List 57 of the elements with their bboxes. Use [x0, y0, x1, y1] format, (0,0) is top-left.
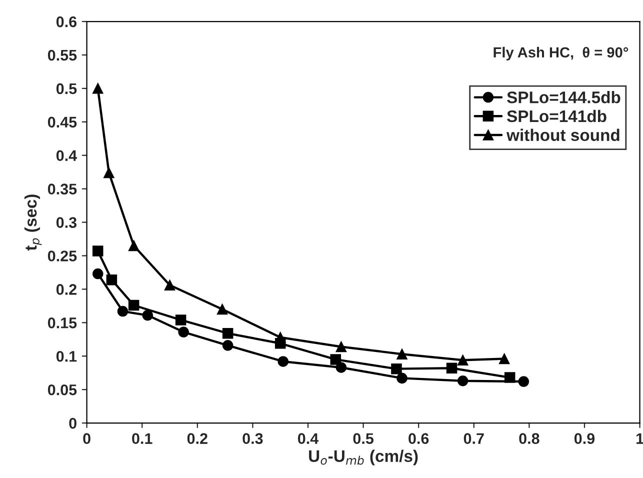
y-tick-label: 0.45 — [48, 116, 77, 128]
point — [446, 362, 458, 374]
point — [216, 304, 228, 315]
point — [457, 375, 468, 386]
point — [457, 354, 468, 366]
y-axis-title: t$_{p}$ (sec) — [24, 194, 42, 251]
y-tick-label: 0.5 — [56, 83, 77, 94]
x-tick-label: 0.3 — [242, 433, 263, 444]
point — [222, 340, 234, 351]
x-tick-label: 0.2 — [187, 433, 208, 444]
point — [92, 246, 104, 256]
point — [92, 268, 104, 280]
point — [336, 362, 347, 373]
point — [504, 372, 516, 383]
point — [336, 341, 347, 352]
y-tick-label: 0 — [69, 418, 76, 429]
point — [391, 363, 402, 374]
x-tick-label: 0.4 — [298, 433, 319, 444]
y-tick-label: 0.3 — [56, 217, 77, 228]
point — [104, 167, 114, 178]
annotation: Fly Ash HC, θ = 90° — [494, 46, 628, 60]
point — [222, 328, 234, 339]
x-tick-label: 0.5 — [353, 433, 374, 444]
point — [330, 354, 342, 365]
y-tick-label: 0.4 — [56, 150, 78, 162]
y-tick-label: 0.05 — [48, 384, 77, 396]
x-tick-label: 0.9 — [574, 433, 595, 444]
point — [518, 376, 530, 387]
legend-label: SPLo=144.5db — [507, 91, 620, 104]
point — [142, 310, 154, 321]
x-axis-title: U$_{o}$-U$_{mb}$ (cm/s) — [309, 450, 418, 466]
point — [117, 306, 128, 317]
point — [92, 83, 104, 94]
x-tick-label: 0.8 — [519, 433, 540, 444]
point — [164, 280, 176, 291]
x-tick-label: 0.1 — [132, 433, 152, 444]
y-tick-label: 0.55 — [48, 50, 77, 61]
y-tick-label: 0.25 — [48, 250, 77, 262]
x-tick-label: 0 — [83, 433, 90, 444]
point — [175, 314, 186, 326]
y-tick-label: 0.35 — [48, 184, 77, 195]
point — [396, 348, 408, 360]
y-tick-label: 0.6 — [56, 16, 77, 28]
legend-label: SPLo=141db — [507, 110, 606, 122]
legend-label: without sound — [506, 128, 620, 142]
y-tick-label: 0.1 — [56, 350, 77, 362]
y-tick-label: 0.15 — [48, 318, 77, 328]
y-tick-label: 0.2 — [56, 284, 76, 295]
point — [178, 326, 189, 338]
point — [106, 274, 118, 286]
point — [128, 300, 140, 311]
point — [128, 240, 140, 252]
point — [396, 372, 408, 384]
x-tick-label: 0.7 — [464, 433, 484, 444]
point — [278, 356, 288, 367]
point — [498, 353, 510, 364]
x-tick-label: 0.6 — [408, 433, 429, 444]
